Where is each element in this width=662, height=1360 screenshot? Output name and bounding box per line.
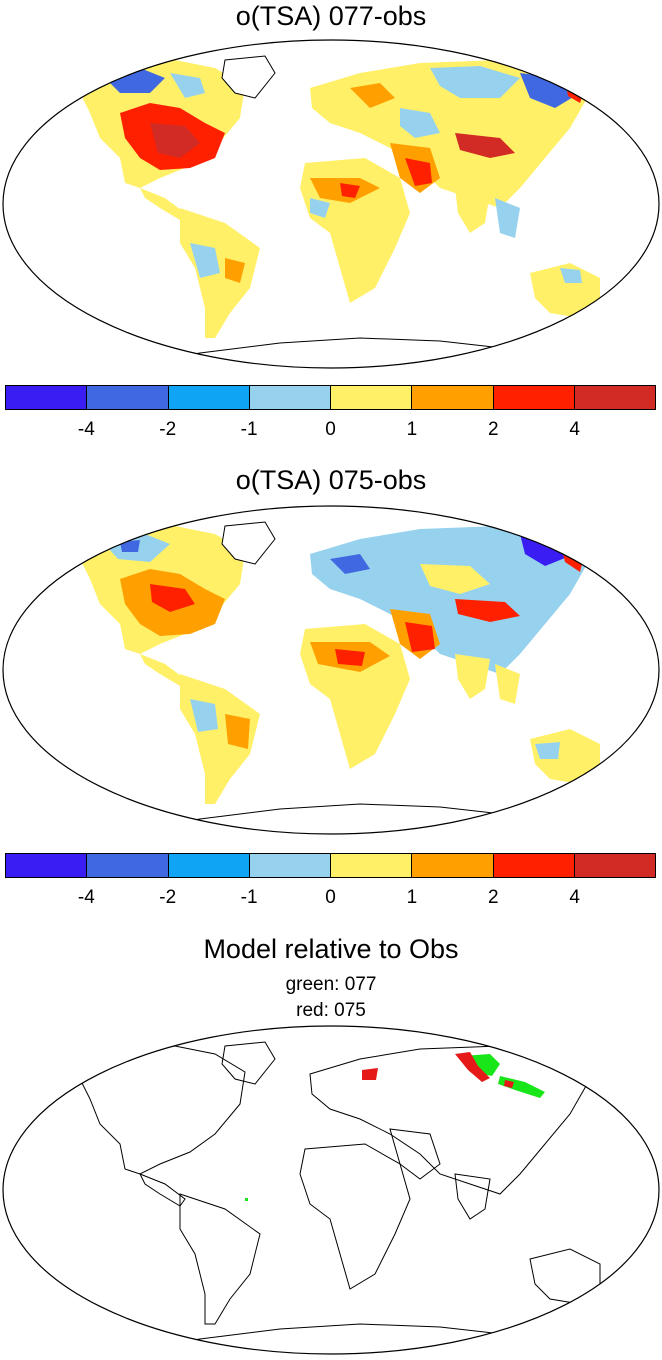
colorbar-1-box-7	[574, 386, 655, 409]
model-comparison-map	[2, 1025, 660, 1355]
colorbar-1-box-3	[249, 386, 331, 409]
colorbar-1-tick-4: 1	[406, 419, 418, 440]
colorbar-1-box-1	[87, 386, 169, 409]
colorbar-2-box-7	[574, 854, 655, 877]
colorbar-2-tick-2: -1	[240, 887, 258, 908]
colorbar-2-ticks: -4 -2 -1 0 1 2 4	[5, 887, 656, 909]
green-region-south-america	[245, 1198, 248, 1201]
map-title-075: o(TSA) 075-obs	[235, 465, 427, 495]
legend-green-label: green: 077	[285, 974, 377, 995]
colorbar-1-tick-2: -1	[240, 419, 258, 440]
green-region-east-asia	[498, 1076, 545, 1098]
colorbar-2-tick-3: 0	[325, 887, 336, 908]
colorbar-2-box-5	[412, 854, 494, 877]
colorbar-1-box-2	[168, 386, 250, 409]
colorbar-2-tick-1: -2	[159, 887, 177, 908]
colorbar-2-tick-0: -4	[77, 887, 95, 908]
map-title-077: o(TSA) 077-obs	[235, 1, 427, 31]
temperature-bias-map-075	[2, 505, 660, 835]
colorbar-2-box-0	[6, 854, 88, 877]
colorbar-1-ticks: -4 -2 -1 0 1 2 4	[5, 419, 656, 441]
colorbar-1-box-0	[6, 386, 88, 409]
colorbar-1-box-4	[331, 386, 413, 409]
colorbar-1-box-6	[493, 386, 575, 409]
colorbar-1-tick-0: -4	[77, 419, 95, 440]
colorbar-2-box-4	[331, 854, 413, 877]
colorbar-2-tick-5: 2	[487, 887, 499, 908]
colorbar-2-box-6	[493, 854, 575, 877]
colorbar-1-tick-5: 2	[487, 419, 499, 440]
red-region-siberia	[455, 1052, 490, 1082]
legend-red-label: red: 075	[296, 1000, 366, 1021]
colorbar-2-tick-4: 1	[406, 887, 418, 908]
red-region-east-asia	[504, 1080, 514, 1088]
colorbar-1-tick-6: 4	[569, 419, 580, 440]
colorbar-2-tick-6: 4	[569, 887, 580, 908]
colorbar-2-box-2	[168, 854, 250, 877]
temperature-bias-map-077	[2, 39, 660, 369]
colorbar-1-box-5	[412, 386, 494, 409]
colorbar-1-tick-1: -2	[159, 419, 177, 440]
colorbar-2	[5, 853, 656, 878]
colorbar-2-box-1	[87, 854, 169, 877]
colorbar-1	[5, 385, 656, 410]
comparison-title: Model relative to Obs	[203, 934, 459, 964]
red-region-scandinavia	[362, 1068, 378, 1080]
colorbar-2-box-3	[249, 854, 331, 877]
colorbar-1-tick-3: 0	[325, 419, 336, 440]
